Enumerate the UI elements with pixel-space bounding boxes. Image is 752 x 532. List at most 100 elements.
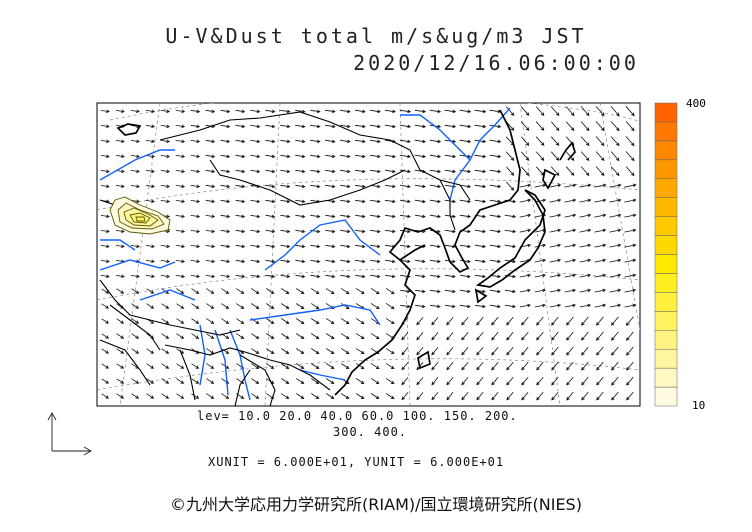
wind-vector xyxy=(489,244,502,249)
wind-vector xyxy=(370,199,381,204)
colorbar-swatch xyxy=(654,140,678,161)
wind-vector xyxy=(506,376,514,386)
wind-vector xyxy=(444,274,456,279)
wind-vector xyxy=(459,259,471,264)
wind-vector xyxy=(431,316,439,326)
wind-vector xyxy=(609,258,622,263)
wind-vector xyxy=(431,362,439,371)
wind-vector xyxy=(265,244,276,249)
wind-vector xyxy=(414,109,427,114)
wind-vector xyxy=(549,243,562,248)
wind-vector xyxy=(221,288,230,294)
wind-vector xyxy=(251,393,260,399)
wind-vector xyxy=(550,121,560,132)
wind-vector xyxy=(369,169,381,174)
wind-vector xyxy=(536,361,544,371)
wind-vector xyxy=(626,331,634,341)
wind-vector xyxy=(355,169,366,174)
wind-vector xyxy=(429,259,441,264)
wind-vector xyxy=(385,214,396,219)
wind-vector xyxy=(295,303,305,309)
wind-vector xyxy=(310,274,321,279)
colorbar-max-label: 400 xyxy=(686,97,706,110)
wind-vector xyxy=(521,376,529,386)
colorbar-swatch xyxy=(654,102,678,123)
wind-vector xyxy=(250,229,261,234)
wind-vector xyxy=(594,303,607,308)
wind-vector xyxy=(624,288,637,293)
wind-vector xyxy=(564,183,577,188)
wind-vector xyxy=(310,363,320,369)
wind-vector xyxy=(145,139,156,144)
wind-vector xyxy=(611,346,619,356)
wind-vector xyxy=(429,109,442,114)
wind-vector xyxy=(385,318,395,325)
wind-vector xyxy=(446,331,454,341)
wind-vector xyxy=(310,303,320,310)
wind-vector xyxy=(415,259,426,264)
wind-vector xyxy=(206,363,215,369)
wind-vector xyxy=(610,106,620,117)
wind-vector xyxy=(131,393,140,399)
wind-vector xyxy=(581,391,589,401)
wind-vector xyxy=(160,124,171,129)
wind-vector xyxy=(416,377,424,386)
wind-vector xyxy=(280,259,291,264)
wind-vector xyxy=(401,392,409,401)
wind-vector xyxy=(534,258,547,263)
wind-vector xyxy=(609,198,622,203)
wind-vector xyxy=(205,214,216,219)
wind-vector xyxy=(534,303,546,308)
wind-vector xyxy=(116,348,125,354)
wind-vector xyxy=(251,363,260,369)
wind-vector xyxy=(400,304,411,309)
wind-vector xyxy=(175,184,185,189)
wind-vector xyxy=(355,378,365,384)
wind-vector xyxy=(489,124,502,129)
colorbar-min-label: 10 xyxy=(692,399,705,412)
wind-vector xyxy=(250,109,261,114)
wind-vector xyxy=(251,333,260,339)
wind-vector xyxy=(370,393,380,399)
wind-vector xyxy=(146,363,155,369)
wind-vector xyxy=(611,331,619,341)
wind-vector xyxy=(549,183,562,188)
wind-vector xyxy=(594,213,607,218)
wind-vector xyxy=(506,181,515,191)
colorbar-swatch xyxy=(654,216,678,236)
wind-vector xyxy=(340,393,350,399)
wind-vector xyxy=(340,274,351,279)
wind-vector xyxy=(535,121,545,131)
wind-vector xyxy=(430,274,441,279)
wind-vector xyxy=(414,214,426,219)
wind-vector xyxy=(145,124,156,129)
wind-vector xyxy=(191,333,200,339)
wind-vector xyxy=(311,378,320,384)
wind-vector xyxy=(506,391,514,401)
wind-vector xyxy=(325,274,336,279)
wind-vector xyxy=(535,151,545,161)
wind-vector xyxy=(385,348,395,355)
wind-vector xyxy=(504,289,516,294)
wind-vector xyxy=(609,213,622,218)
wind-vector xyxy=(355,184,366,189)
wind-vector xyxy=(295,214,306,219)
wind-vector xyxy=(399,184,411,189)
wind-vector xyxy=(384,124,396,129)
wind-vector xyxy=(520,151,530,161)
wind-vector xyxy=(325,109,336,114)
wind-vector xyxy=(355,259,366,264)
wind-vector xyxy=(355,154,366,159)
wind-vector xyxy=(385,274,396,279)
wind-vector xyxy=(580,166,590,177)
wind-vector xyxy=(474,244,487,249)
wind-vector xyxy=(474,259,486,264)
wind-vector xyxy=(385,287,395,295)
wind-vector xyxy=(461,346,469,356)
wind-vector xyxy=(446,362,454,371)
wind-vector xyxy=(325,378,335,384)
wind-vector xyxy=(160,169,171,174)
colorbar-swatch xyxy=(654,348,678,369)
wind-vector xyxy=(310,214,321,219)
wind-vector xyxy=(429,199,441,204)
